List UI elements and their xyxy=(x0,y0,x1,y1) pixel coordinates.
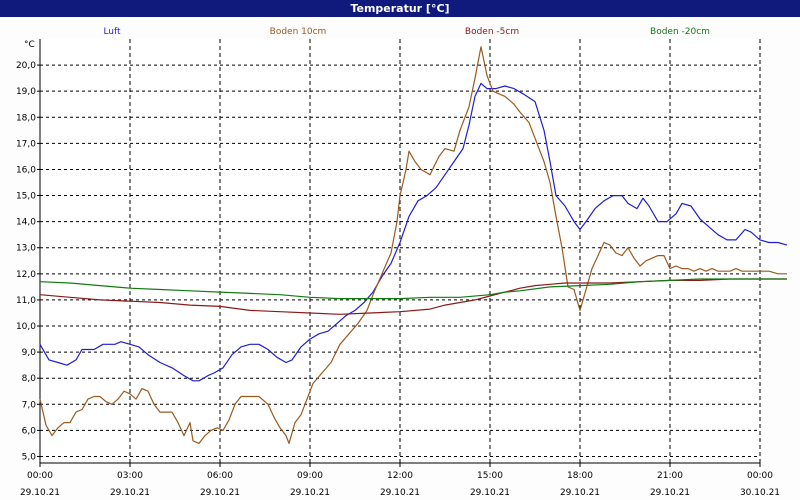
y-tick-label: 16,0 xyxy=(16,165,36,175)
y-tick-label: 13,0 xyxy=(16,244,36,254)
x-tick-date-label: 29.10.21 xyxy=(200,488,240,498)
y-tick-label: 12,0 xyxy=(16,270,36,280)
legend-entry: Luft xyxy=(103,27,121,37)
y-tick-label: 19,0 xyxy=(16,87,36,97)
x-tick-time-label: 09:00 xyxy=(297,471,323,481)
x-tick-date-label: 29.10.21 xyxy=(380,488,420,498)
x-tick-time-label: 12:00 xyxy=(387,471,413,481)
y-tick-label: 5,0 xyxy=(22,452,37,462)
grid xyxy=(39,39,761,463)
x-tick-date-label: 29.10.21 xyxy=(470,488,510,498)
series-lines xyxy=(39,46,788,444)
y-tick-label: 18,0 xyxy=(16,113,36,123)
x-tick-time-label: 21:00 xyxy=(657,471,683,481)
x-tick-date-label: 30.10.21 xyxy=(740,488,780,498)
y-tick-label: 15,0 xyxy=(16,192,36,202)
axes: 5,0 6,0 7,0 8,0 9,0 10,0 11,0 12,0 13,0 14,0 15,0 1… xyxy=(16,39,780,498)
chart-title: Temperatur [°C] xyxy=(0,0,800,17)
series-line xyxy=(39,278,787,300)
x-tick-date-label: 29.10.21 xyxy=(20,488,60,498)
x-tick-date-label: 29.10.21 xyxy=(290,488,330,498)
x-tick-time-label: 03:00 xyxy=(117,471,143,481)
y-tick-label: 20,0 xyxy=(16,61,36,71)
x-tick-date-label: 29.10.21 xyxy=(110,488,150,498)
y-tick-label: 10,0 xyxy=(16,322,36,332)
legend-entry: Boden -5cm xyxy=(465,27,519,37)
y-axis-unit-label: °C xyxy=(24,40,35,50)
y-tick-label: 11,0 xyxy=(16,296,36,306)
x-tick-time-label: 00:00 xyxy=(27,471,53,481)
y-tick-label: 17,0 xyxy=(16,139,36,149)
x-tick-time-label: 15:00 xyxy=(477,471,503,481)
y-tick-label: 6,0 xyxy=(22,426,37,436)
series-line xyxy=(39,82,788,382)
x-tick-time-label: 00:00 xyxy=(747,471,773,481)
x-tick-date-label: 29.10.21 xyxy=(560,488,600,498)
legend-entry: Boden -20cm xyxy=(650,27,710,37)
legend-entry: Boden 10cm xyxy=(270,27,327,37)
series-line xyxy=(39,46,787,444)
x-tick-time-label: 06:00 xyxy=(207,471,233,481)
x-tick-date-label: 29.10.21 xyxy=(650,488,690,498)
y-tick-label: 8,0 xyxy=(22,374,37,384)
x-tick-time-label: 18:00 xyxy=(567,471,593,481)
legend: Luft Boden 10cm Boden -5cm Boden -20cm xyxy=(103,27,710,37)
y-tick-label: 14,0 xyxy=(16,218,36,228)
y-tick-label: 9,0 xyxy=(22,348,37,358)
y-tick-label: 7,0 xyxy=(22,400,37,410)
temperature-chart: 5,0 6,0 7,0 8,0 9,0 10,0 11,0 12,0 13,0 14,0 15,0 1… xyxy=(16,27,788,498)
